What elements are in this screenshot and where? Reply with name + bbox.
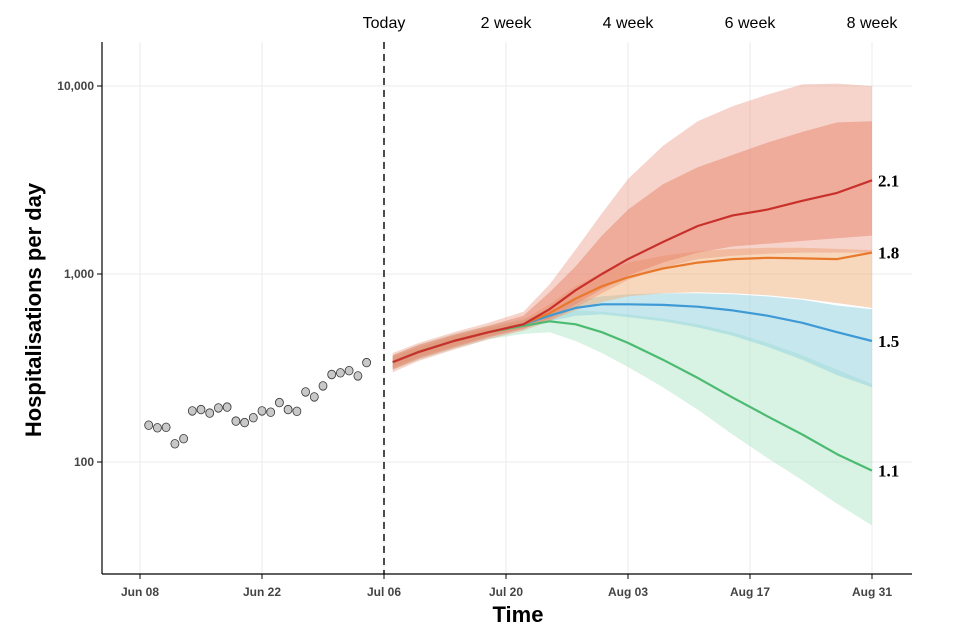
observed-point [152, 423, 162, 433]
x-tick-label: Jul 06 [367, 585, 401, 599]
y-axis-title: Hospitalisations per day [21, 182, 46, 437]
x-tick-label: Jul 20 [489, 585, 523, 599]
x-tick-label: Aug 03 [608, 585, 648, 599]
x-tick-label: Jun 22 [243, 585, 281, 599]
projection-lines [392, 179, 873, 472]
line-r-2-1 [392, 179, 873, 364]
top-marker-label: 8 week [847, 15, 899, 32]
observed-point [318, 381, 328, 391]
axes [101, 42, 912, 575]
top-marker-label: Today [363, 15, 406, 32]
observed-point [170, 439, 180, 449]
end-label-1-5: 1.5 [878, 332, 899, 351]
observed-point [283, 404, 293, 415]
top-marker-label: 4 week [603, 15, 655, 32]
top-marker-label: 6 week [725, 15, 777, 32]
observed-points [144, 357, 372, 449]
x-axis-ticks: Jun 08 Jun 22 Jul 06 Jul 20 Aug 03 Aug 17 Aug … [121, 574, 892, 599]
observed-point [213, 403, 223, 413]
y-tick-label: 100 [74, 455, 94, 469]
band-1-1 [392, 310, 872, 526]
end-label-2-1: 2.1 [878, 171, 899, 190]
top-week-markers: Today 2 week 4 week 6 week 8 week [363, 15, 899, 32]
observed-point [274, 397, 284, 408]
y-tick-label: 10,000 [57, 79, 94, 93]
observed-point [353, 371, 363, 381]
observed-point [257, 406, 267, 416]
uncertainty-bands [392, 83, 872, 526]
observed-point [240, 417, 250, 428]
observed-point [144, 420, 154, 430]
end-label-1-8: 1.8 [878, 244, 899, 263]
x-tick-label: Aug 31 [852, 585, 892, 599]
observed-point [266, 407, 276, 417]
observed-point [292, 406, 302, 417]
band-1-5 [392, 293, 872, 388]
observed-point [335, 368, 345, 378]
observed-point [301, 387, 311, 397]
y-tick-label: 1,000 [64, 267, 94, 281]
series-end-labels: 1.1 1.5 1.8 2.1 [878, 171, 899, 480]
band-1-8 [392, 247, 872, 369]
observed-point [327, 369, 337, 380]
x-tick-label: Aug 17 [730, 585, 770, 599]
end-label-1-1: 1.1 [878, 462, 899, 481]
observed-point [309, 392, 319, 402]
observed-point [248, 413, 258, 423]
observed-point [222, 402, 232, 412]
observed-point [205, 408, 215, 418]
y-axis-ticks: 100 1,000 10,000 [57, 79, 102, 469]
band-2-1 [392, 121, 872, 370]
observed-point [196, 404, 206, 415]
observed-point [179, 434, 189, 444]
observed-point [344, 366, 354, 376]
top-marker-label: 2 week [481, 15, 533, 32]
observed-point [362, 357, 372, 368]
observed-point [161, 422, 171, 433]
x-tick-label: Jun 08 [121, 585, 159, 599]
observed-point [187, 406, 197, 416]
observed-point [231, 416, 241, 426]
x-axis-title: Time [493, 602, 544, 627]
